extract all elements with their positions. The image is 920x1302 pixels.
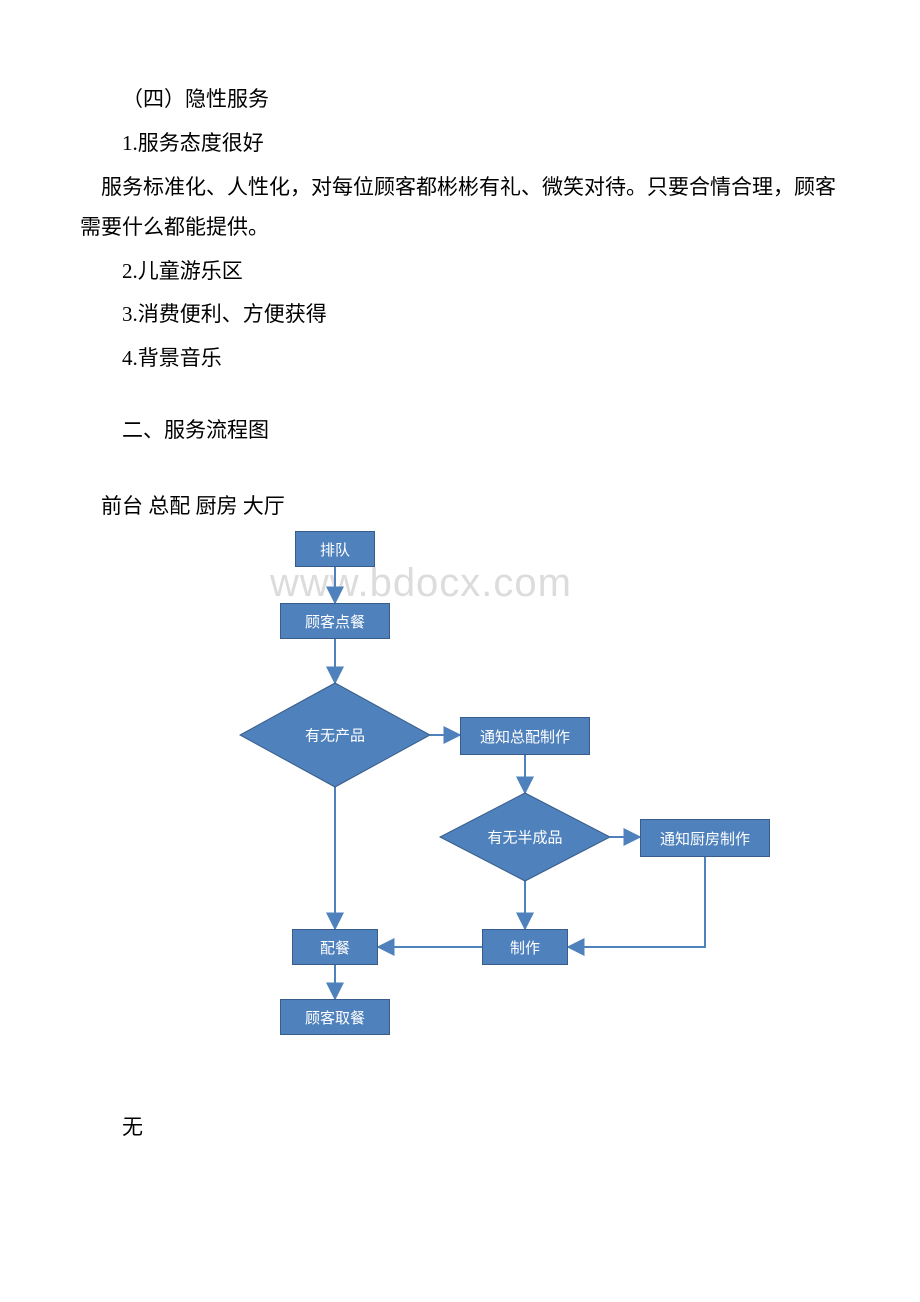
node-pickup: 顾客取餐 [280,999,390,1035]
edge-notify_cf-zhizuo [568,857,705,947]
node-notify_zp: 通知总配制作 [460,717,590,755]
document-page: （四）隐性服务 1.服务态度很好 服务标准化、人性化，对每位顾客都彬彬有礼、微笑… [0,0,920,1202]
node-order: 顾客点餐 [280,603,390,639]
node-zhizuo: 制作 [482,929,568,965]
item-3: 3.消费便利、方便获得 [80,295,840,335]
section-2-title: 二、服务流程图 [80,411,840,451]
item-1-body: 服务标准化、人性化，对每位顾客都彬彬有礼、微笑对待。只要合情合理，顾客需要什么都… [80,168,840,248]
diamond-group [240,683,610,881]
footer-text: 无 [80,1111,840,1141]
swimlane-labels: 前台 总配 厨房 大厅 [80,487,840,527]
flowchart: www.bdocx.com 排队顾客点餐有无产品通知总配制作有无半成品通知厨房制… [150,531,760,1071]
node-queue: 排队 [295,531,375,567]
node-has_semi-label: 有无半成品 [487,827,562,848]
item-1-title: 1.服务态度很好 [80,124,840,164]
item-4: 4.背景音乐 [80,339,840,379]
item-2: 2.儿童游乐区 [80,252,840,292]
node-notify_cf: 通知厨房制作 [640,819,770,857]
node-has_product-label: 有无产品 [305,725,365,746]
flowchart-edges [150,531,760,1071]
section-4-title: （四）隐性服务 [80,80,840,120]
node-peican: 配餐 [292,929,378,965]
